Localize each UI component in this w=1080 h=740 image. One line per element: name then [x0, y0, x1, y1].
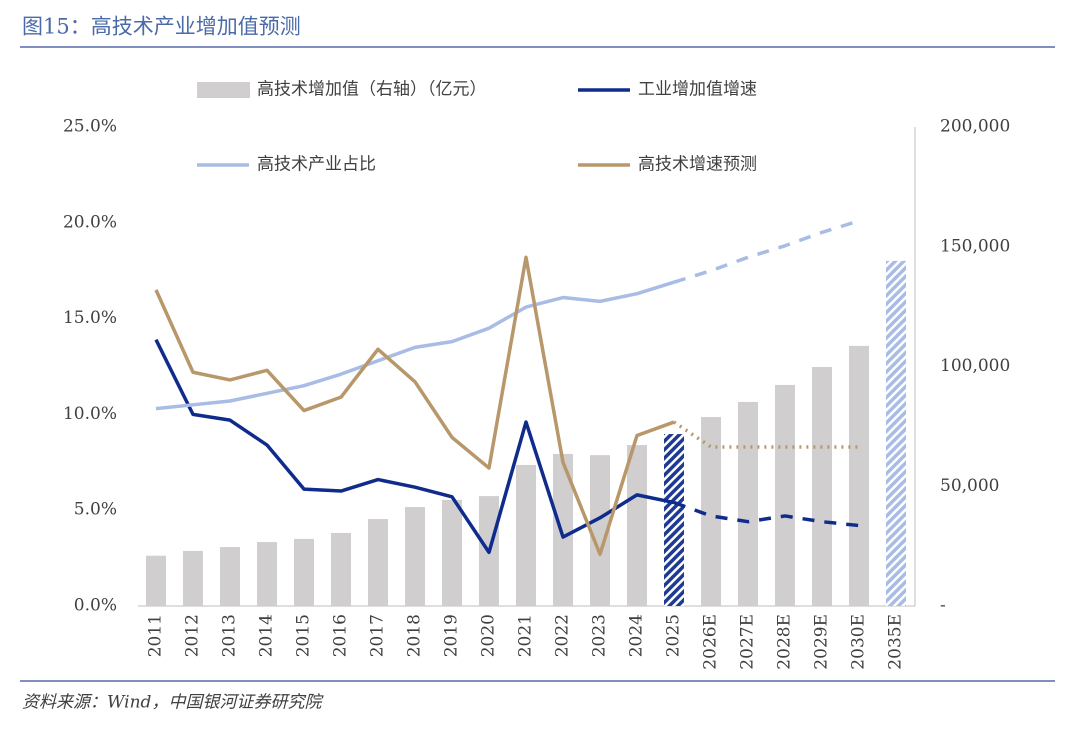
legend-label: 工业增加值增速 [638, 80, 757, 100]
line [673, 219, 860, 284]
bar [664, 434, 684, 606]
x-tick-label: 2013 [220, 614, 240, 657]
x-tick-label: 2016 [331, 614, 351, 657]
line [154, 255, 675, 557]
y2-tick-label: 100,000 [940, 356, 1010, 376]
y2-tick-label: - [940, 596, 946, 616]
x-tick-label: 2012 [183, 614, 203, 657]
x-tick-label: 2019 [442, 614, 462, 657]
x-tick-label: 2015 [294, 614, 314, 657]
x-tick-label: 2027E [738, 614, 758, 670]
bar [442, 499, 462, 606]
bar [886, 260, 906, 606]
x-tick-label: 2035E [886, 614, 906, 670]
x-tick-label: 2024 [627, 614, 647, 657]
x-tick-label: 2011 [146, 614, 166, 657]
x-tick-label: 2026E [701, 614, 721, 670]
x-tick-label: 2023 [590, 614, 610, 657]
bar [775, 384, 795, 606]
legend-label: 高技术增加值（右轴）（亿元） [257, 80, 487, 100]
x-tick-label: 2014 [257, 614, 277, 657]
x-tick-label: 2020 [479, 614, 499, 657]
bar [590, 455, 610, 606]
bar [183, 550, 203, 606]
bar [516, 464, 536, 606]
y-tick-label: 0.0% [74, 596, 117, 616]
y2-tick-label: 200,000 [940, 117, 1010, 137]
x-tick-label: 2028E [775, 614, 795, 670]
bar [701, 417, 721, 606]
bar [738, 401, 758, 606]
bar [146, 555, 166, 606]
legend-label: 高技术产业占比 [257, 155, 376, 175]
bar [553, 453, 573, 606]
y-tick-label: 10.0% [63, 404, 117, 424]
bar [405, 507, 425, 606]
bar [849, 345, 869, 606]
y-tick-label: 25.0% [63, 117, 117, 137]
y-tick-label: 20.0% [63, 212, 117, 232]
source: 资料来源：Wind，中国银河证券研究院 [22, 693, 324, 713]
bar [220, 547, 240, 606]
y2-tick-label: 50,000 [940, 476, 999, 496]
y2-tick-label: 150,000 [940, 236, 1010, 256]
x-tick-label: 2022 [553, 614, 573, 657]
line [155, 280, 675, 411]
line [673, 420, 859, 449]
bar [812, 366, 832, 606]
bar [627, 445, 647, 606]
x-tick-label: 2029E [812, 614, 832, 670]
chart-title: 图15：高技术产业增加值预测 [22, 15, 301, 39]
x-tick-label: 2018 [405, 614, 425, 657]
x-tick-label: 2021 [516, 614, 536, 657]
x-tick-label: 2030E [849, 614, 869, 670]
bar [331, 532, 351, 606]
x-tick-label: 2025 [664, 614, 684, 657]
line [673, 500, 860, 528]
legend-label: 高技术增速预测 [638, 155, 757, 175]
y-tick-label: 15.0% [63, 308, 117, 328]
bar [294, 538, 314, 606]
bar [368, 519, 388, 606]
legend-swatch [197, 82, 250, 98]
bar [257, 542, 277, 606]
y-tick-label: 5.0% [74, 500, 117, 520]
x-tick-label: 2017 [368, 614, 388, 657]
